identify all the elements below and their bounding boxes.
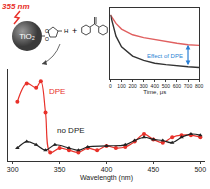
svg-text:O: O: [45, 36, 49, 42]
svg-text:450: 450: [148, 166, 160, 173]
svg-text:200: 200: [128, 83, 137, 89]
svg-text:400: 400: [151, 83, 160, 89]
svg-text:355 nm: 355 nm: [2, 2, 30, 11]
svg-text:Wavelength (nm): Wavelength (nm): [80, 174, 133, 182]
svg-text:700: 700: [184, 83, 193, 89]
svg-text:300: 300: [7, 166, 19, 173]
svg-text:600: 600: [173, 83, 182, 89]
svg-text:100: 100: [117, 83, 126, 89]
svg-text:DPE: DPE: [49, 87, 65, 96]
svg-text:Time, μs: Time, μs: [143, 89, 166, 95]
svg-text:O: O: [45, 28, 49, 34]
svg-text:no DPE: no DPE: [57, 126, 85, 135]
svg-text:Effect of DPE: Effect of DPE: [147, 53, 183, 59]
svg-text:TiO₂: TiO₂: [19, 32, 35, 41]
svg-text:350: 350: [54, 166, 66, 173]
svg-text:300: 300: [140, 83, 149, 89]
svg-text:800: 800: [195, 83, 204, 89]
svg-text:H: H: [64, 28, 68, 34]
svg-text:+: +: [72, 26, 77, 36]
svg-text:400: 400: [101, 166, 113, 173]
svg-text:500: 500: [162, 83, 171, 89]
svg-text:0: 0: [109, 83, 112, 89]
svg-text:500: 500: [194, 166, 206, 173]
